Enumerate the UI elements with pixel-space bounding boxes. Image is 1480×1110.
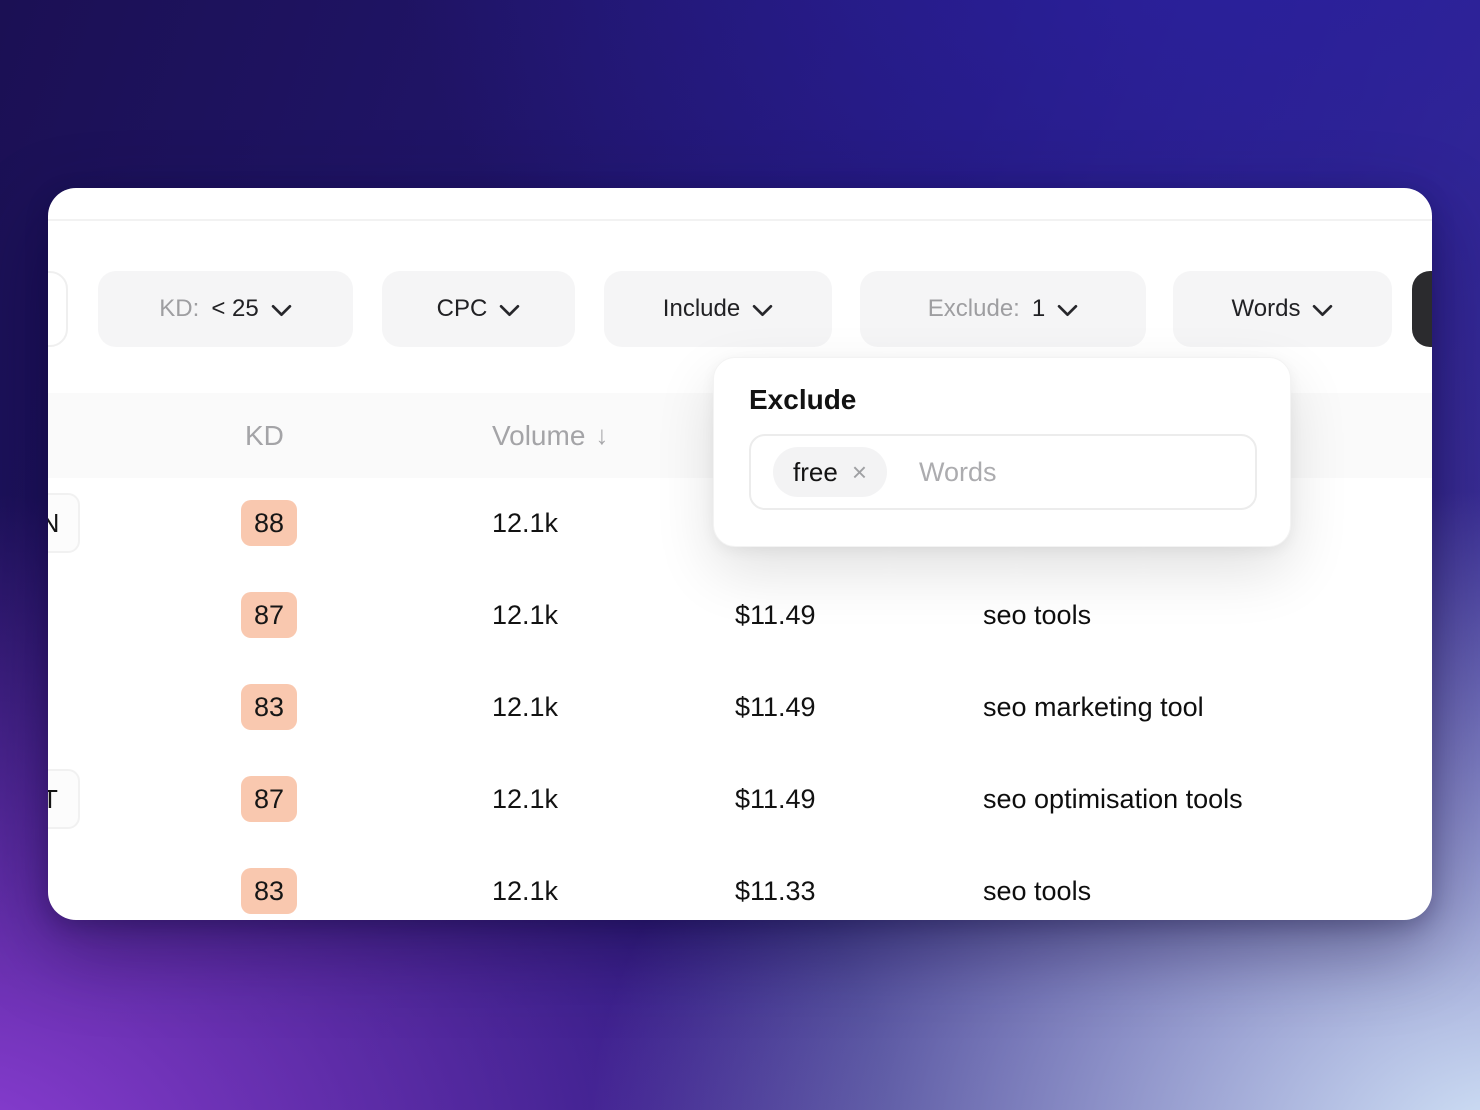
table-row[interactable]: 83 12.1k $11.33 seo tools <box>48 845 1432 920</box>
exclude-words-input[interactable]: free × <box>749 434 1273 510</box>
exclude-filter-prefix: Exclude: <box>927 295 1020 322</box>
cpc-value: $11.33 <box>735 875 816 906</box>
exclude-words-text-field[interactable] <box>919 456 1273 488</box>
excluded-word-tag-label: free <box>793 456 838 487</box>
chevron-down-icon <box>1057 304 1078 317</box>
kd-value: 83 <box>253 875 285 906</box>
chevron-down-icon <box>271 304 291 317</box>
intent-badge-label: T <box>48 783 58 814</box>
keyword-text: seo tools <box>983 599 1092 630</box>
kd-column-header[interactable]: KD <box>245 393 284 478</box>
intent-badge: N <box>48 493 80 553</box>
keyword-table-card: KD: < 25 CPC Include Exclude: 1 Words <box>48 188 1432 920</box>
cpc-filter-label: CPC <box>436 295 488 322</box>
include-filter-label: Include <box>662 295 741 322</box>
remove-tag-icon[interactable]: × <box>851 457 867 487</box>
keyword-text: seo tools <box>983 875 1092 906</box>
excluded-word-tag: free × <box>773 447 887 497</box>
table-row[interactable]: 83 12.1k $11.49 seo marketing tool <box>48 661 1432 753</box>
card-top-divider <box>48 219 1432 221</box>
kd-badge: 88 <box>241 500 297 546</box>
volume-value: 12.1k <box>492 875 559 906</box>
words-filter-label: Words <box>1231 295 1301 322</box>
volume-value: 12.1k <box>492 507 559 538</box>
kd-filter-prefix: KD: <box>159 295 200 322</box>
chevron-down-icon <box>500 304 520 317</box>
keyword-text: seo marketing tool <box>983 691 1204 722</box>
volume-column-header-label: Volume <box>492 419 586 451</box>
kd-badge: 87 <box>241 776 297 822</box>
exclude-popover: Exclude free × <box>713 357 1291 547</box>
volume-value: 12.1k <box>492 783 559 814</box>
sort-descending-icon: ↓ <box>595 420 609 450</box>
kd-badge: 83 <box>241 684 297 730</box>
cpc-value: $11.49 <box>735 599 816 630</box>
kd-value: 83 <box>253 691 285 722</box>
cpc-value: $11.49 <box>735 691 816 722</box>
volume-column-header[interactable]: Volume ↓ <box>492 393 608 478</box>
kd-column-header-label: KD <box>245 419 284 451</box>
table-row[interactable]: 87 12.1k $11.49 seo tools <box>48 569 1432 661</box>
volume-value: 12.1k <box>492 691 559 722</box>
intent-badge: T <box>48 769 80 829</box>
exclude-filter-button[interactable]: Exclude: 1 <box>860 271 1146 347</box>
kd-badge: 83 <box>241 868 297 914</box>
kd-value: 88 <box>253 507 285 538</box>
exclude-filter-value: 1 <box>1031 295 1046 322</box>
table-row[interactable]: N 88 12.1k <box>48 477 1432 569</box>
chevron-down-icon <box>1313 304 1333 317</box>
filter-bar: KD: < 25 CPC Include Exclude: 1 Words <box>48 271 1432 347</box>
cpc-value: $11.49 <box>735 783 816 814</box>
intent-badge-label: N <box>48 507 60 538</box>
exclude-popover-title: Exclude <box>749 384 857 415</box>
clipped-dark-button[interactable] <box>1412 271 1432 347</box>
words-filter-button[interactable]: Words <box>1173 271 1392 347</box>
cpc-filter-button[interactable]: CPC <box>382 271 575 347</box>
clipped-filter-button[interactable] <box>48 271 68 347</box>
keyword-text: seo optimisation tools <box>983 783 1243 814</box>
volume-value: 12.1k <box>492 599 559 630</box>
kd-value: 87 <box>253 599 285 630</box>
kd-value: 87 <box>253 783 285 814</box>
include-filter-button[interactable]: Include <box>604 271 832 347</box>
kd-filter-button[interactable]: KD: < 25 <box>98 271 353 347</box>
kd-badge: 87 <box>241 592 297 638</box>
table-row[interactable]: T 87 12.1k $11.49 seo optimisation tools <box>48 753 1432 845</box>
kd-filter-value: < 25 <box>211 295 259 322</box>
chevron-down-icon <box>752 304 773 317</box>
